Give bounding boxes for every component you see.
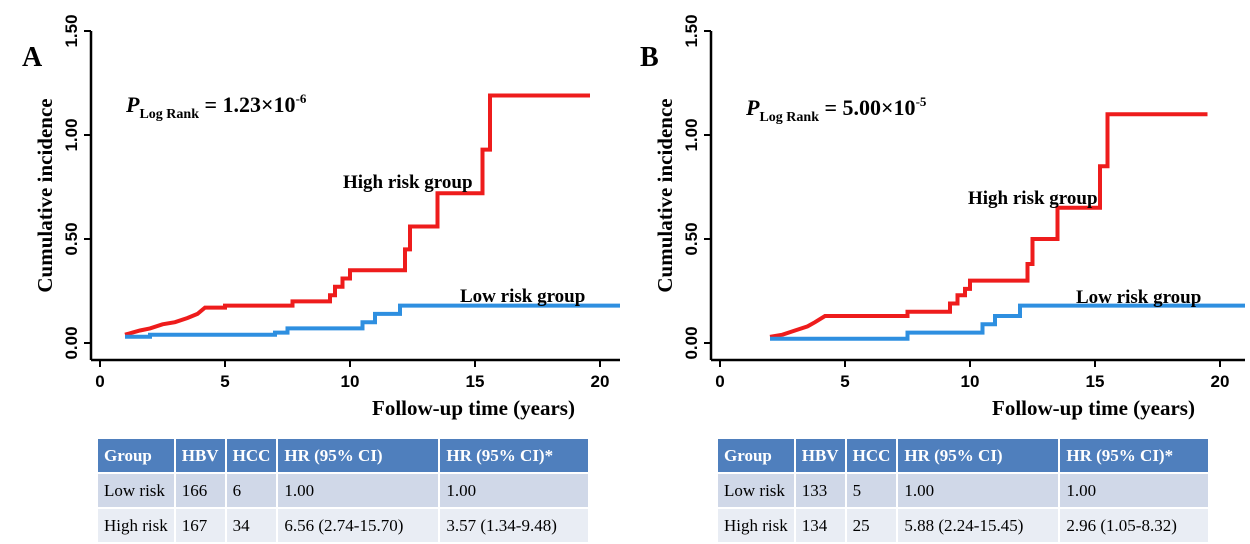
table-row: High risk 167 34 6.56 (2.74-15.70) 3.57 … — [98, 509, 589, 542]
table-header-cell: HCC — [846, 439, 897, 472]
x-tick-label: 15 — [1086, 372, 1105, 391]
table-header-cell: Group — [98, 439, 174, 472]
x-tick-label: 10 — [341, 372, 360, 391]
table-cell: High risk — [718, 509, 794, 542]
p-value-annotation: PLog Rank = 1.23×10-6 — [125, 91, 307, 122]
table-header-cell: HBV — [175, 439, 225, 472]
y-tick-label: 1.00 — [62, 118, 81, 151]
table-row: Low risk 166 6 1.00 1.00 — [98, 474, 589, 507]
x-tick-label: 5 — [840, 372, 849, 391]
table-cell: 166 — [175, 474, 225, 507]
panel-letter: A — [22, 42, 43, 73]
table-cell: 6 — [226, 474, 277, 507]
table-cell: 25 — [846, 509, 897, 542]
results-table-b: Group HBV HCC HR (95% CI) HR (95% CI)* L… — [716, 437, 1210, 544]
low-risk-label: Low risk group — [460, 286, 585, 307]
y-tick-label: 0.50 — [62, 222, 81, 255]
km-plot-a: A 0.00 0.50 1.00 1.50 0 5 10 15 20 Cumulative inci… — [22, 14, 620, 420]
table-header-cell: HR (95% CI) — [278, 439, 439, 472]
table-header-cell: HR (95% CI) — [898, 439, 1059, 472]
table-cell: 1.00 — [440, 474, 589, 507]
table-cell: 3.57 (1.34-9.48) — [440, 509, 589, 542]
table-cell: 1.00 — [1060, 474, 1209, 507]
table-cell: Low risk — [98, 474, 174, 507]
x-tick-label: 0 — [95, 372, 104, 391]
y-tick-label: 1.50 — [682, 14, 701, 47]
table-cell: 5.88 (2.24-15.45) — [898, 509, 1059, 542]
table-cell: 6.56 (2.74-15.70) — [278, 509, 439, 542]
table-cell: 133 — [795, 474, 845, 507]
y-tick-label: 1.00 — [682, 118, 701, 151]
km-plot-b: B 0.00 0.50 1.00 1.50 0 5 10 15 20 Cumulative inci… — [640, 14, 1245, 420]
high-risk-label: High risk group — [343, 172, 473, 193]
low-risk-label: Low risk group — [1076, 287, 1201, 308]
table-cell: 5 — [846, 474, 897, 507]
y-tick-label: 1.50 — [62, 14, 81, 47]
y-tick-label: 0.00 — [62, 326, 81, 359]
table-cell: 134 — [795, 509, 845, 542]
table-cell: High risk — [98, 509, 174, 542]
table-header-row: Group HBV HCC HR (95% CI) HR (95% CI)* — [718, 439, 1209, 472]
table-header-cell: HR (95% CI)* — [1060, 439, 1209, 472]
panel-letter: B — [640, 42, 659, 73]
x-tick-label: 10 — [961, 372, 980, 391]
high-risk-line — [124, 93, 590, 337]
x-tick-label: 15 — [466, 372, 485, 391]
table-cell: 1.00 — [278, 474, 439, 507]
x-tick-label: 5 — [220, 372, 229, 391]
table-cell: 34 — [226, 509, 277, 542]
x-axis-label: Follow-up time (years) — [372, 396, 575, 420]
high-risk-label: High risk group — [968, 188, 1098, 209]
results-table-a: Group HBV HCC HR (95% CI) HR (95% CI)* L… — [96, 437, 590, 544]
table-cell: 2.96 (1.05-8.32) — [1060, 509, 1209, 542]
high-risk-line — [769, 112, 1208, 339]
table-cell: Low risk — [718, 474, 794, 507]
x-tick-label: 20 — [1211, 372, 1230, 391]
low-risk-line — [125, 303, 620, 339]
table-row: Low risk 133 5 1.00 1.00 — [718, 474, 1209, 507]
table-header-cell: Group — [718, 439, 794, 472]
y-tick-label: 0.50 — [682, 222, 701, 255]
table-header-cell: HBV — [795, 439, 845, 472]
table-cell: 1.00 — [898, 474, 1059, 507]
table-cell: 167 — [175, 509, 225, 542]
y-axis-label: Cumulative incidence — [653, 98, 677, 292]
x-tick-label: 20 — [591, 372, 610, 391]
y-tick-label: 0.00 — [682, 326, 701, 359]
table-row: High risk 134 25 5.88 (2.24-15.45) 2.96 … — [718, 509, 1209, 542]
y-axis-label: Cumulative incidence — [33, 98, 57, 292]
x-tick-label: 0 — [715, 372, 724, 391]
table-header-cell: HCC — [226, 439, 277, 472]
x-axis-label: Follow-up time (years) — [992, 396, 1195, 420]
table-header-row: Group HBV HCC HR (95% CI) HR (95% CI)* — [98, 439, 589, 472]
p-value-annotation: PLog Rank = 5.00×10-5 — [745, 94, 927, 125]
low-risk-line — [770, 303, 1245, 341]
table-header-cell: HR (95% CI)* — [440, 439, 589, 472]
